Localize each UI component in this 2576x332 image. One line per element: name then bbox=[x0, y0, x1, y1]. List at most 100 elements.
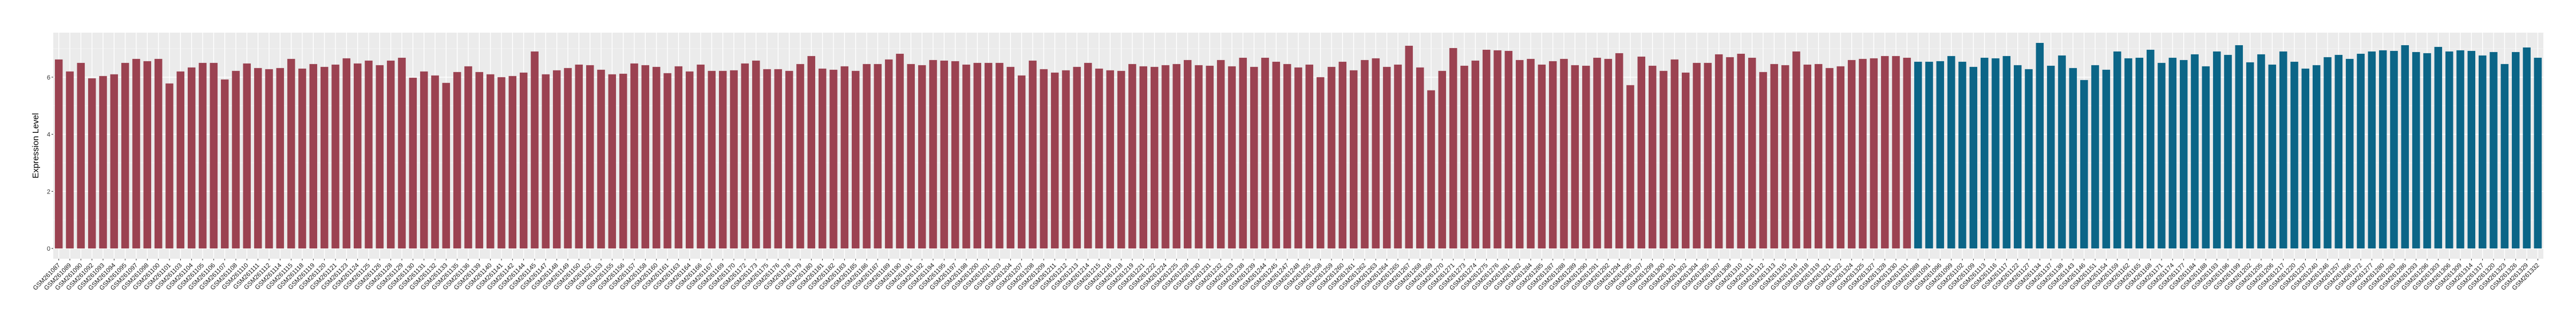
bar-GSM261141 bbox=[497, 77, 505, 249]
bar-GSM261146 bbox=[2080, 80, 2088, 249]
bar-GSM261148 bbox=[552, 70, 561, 249]
bar-GSM261266 bbox=[2345, 58, 2354, 249]
bar-GSM261120 bbox=[320, 66, 329, 249]
bar-GSM261122 bbox=[2013, 65, 2022, 249]
bar-GSM261271 bbox=[1449, 48, 1457, 249]
bar-GSM261259 bbox=[1327, 66, 1336, 249]
bar-GSM261232 bbox=[1216, 60, 1225, 249]
bar-GSM261206 bbox=[2268, 64, 2277, 249]
bar-GSM261269 bbox=[1427, 90, 1435, 249]
bar-GSM261322 bbox=[1836, 66, 1845, 249]
bar-GSM261319 bbox=[1814, 64, 1823, 249]
bar-GSM261328 bbox=[1880, 56, 1889, 249]
bar-GSM261293 bbox=[2412, 52, 2420, 249]
bar-GSM261316 bbox=[1792, 51, 1800, 249]
bar-GSM261222 bbox=[1150, 66, 1159, 249]
bar-GSM261178 bbox=[785, 70, 793, 249]
bar-GSM261233 bbox=[1228, 66, 1236, 249]
bar-GSM261132 bbox=[431, 75, 439, 249]
bar-GSM261179 bbox=[796, 64, 804, 249]
bar-GSM261205 bbox=[2257, 54, 2265, 249]
bar-GSM261126 bbox=[376, 65, 384, 249]
bar-GSM261309 bbox=[2456, 50, 2464, 249]
bar-GSM261292 bbox=[1604, 58, 1613, 249]
bar-GSM261331 bbox=[1903, 57, 1911, 249]
bar-GSM261276 bbox=[1494, 50, 1502, 249]
bar-GSM261257 bbox=[2334, 54, 2343, 249]
bar-GSM261262 bbox=[1361, 60, 1369, 249]
bar-GSM261137 bbox=[2046, 65, 2055, 249]
bar-GSM261174 bbox=[2168, 57, 2177, 249]
bar-GSM261144 bbox=[519, 72, 528, 249]
bar-GSM261216 bbox=[1106, 70, 1115, 249]
y-axis-title: Expression Level bbox=[31, 113, 41, 178]
bar-GSM261237 bbox=[2301, 68, 2310, 249]
bar-GSM261167 bbox=[708, 70, 716, 249]
bar-GSM261103 bbox=[176, 71, 185, 249]
bar-GSM261098 bbox=[143, 61, 152, 249]
bar-GSM261128 bbox=[386, 60, 395, 249]
bar-GSM261299 bbox=[1648, 65, 1657, 249]
bar-GSM261313 bbox=[1770, 64, 1779, 249]
y-tick-label: 6 bbox=[47, 74, 50, 81]
bar-GSM261106 bbox=[210, 62, 218, 249]
bar-GSM261156 bbox=[619, 73, 627, 249]
bar-GSM261090 bbox=[77, 62, 85, 249]
bar-GSM261099 bbox=[1947, 56, 1955, 249]
bar-GSM261281 bbox=[1504, 50, 1513, 249]
bar-GSM261091 bbox=[1925, 61, 1933, 249]
bar-GSM261161 bbox=[663, 73, 671, 249]
bar-GSM261089 bbox=[66, 71, 74, 249]
bar-GSM261111 bbox=[254, 68, 262, 249]
bar-GSM261188 bbox=[2202, 66, 2210, 249]
bar-GSM261289 bbox=[1571, 65, 1579, 249]
bar-GSM261177 bbox=[2179, 60, 2188, 249]
bar-GSM261268 bbox=[1416, 67, 1424, 249]
bar-GSM261127 bbox=[2025, 69, 2033, 249]
bar-GSM261273 bbox=[1460, 65, 1468, 249]
bar-GSM261191 bbox=[907, 64, 915, 249]
bar-GSM261224 bbox=[1161, 65, 1170, 249]
bar-GSM261175 bbox=[763, 69, 771, 249]
bar-GSM261245 bbox=[1272, 61, 1281, 249]
bar-GSM261265 bbox=[1394, 64, 1402, 249]
bar-GSM261190 bbox=[896, 53, 904, 249]
bar-GSM261123 bbox=[342, 58, 351, 249]
bar-GSM261129 bbox=[398, 57, 406, 249]
bar-GSM261213 bbox=[1073, 66, 1081, 249]
bar-GSM261203 bbox=[995, 62, 1003, 249]
bar-GSM261149 bbox=[564, 68, 572, 249]
bar-GSM261283 bbox=[2390, 50, 2398, 249]
bar-GSM261143 bbox=[2069, 68, 2077, 249]
bar-GSM261307 bbox=[1714, 54, 1723, 249]
bar-GSM261220 bbox=[2290, 61, 2298, 249]
bar-GSM261199 bbox=[2235, 45, 2243, 249]
bar-GSM261157 bbox=[630, 63, 638, 249]
bar-GSM261196 bbox=[2224, 54, 2232, 249]
bar-GSM261117 bbox=[2002, 56, 2011, 249]
bar-GSM261228 bbox=[1183, 60, 1192, 249]
bar-GSM261092 bbox=[88, 78, 96, 249]
bar-GSM261272 bbox=[2357, 53, 2365, 249]
bar-GSM261315 bbox=[1781, 65, 1789, 249]
bar-GSM261130 bbox=[409, 77, 417, 249]
bar-GSM261173 bbox=[752, 60, 760, 249]
bar-GSM261197 bbox=[951, 61, 959, 249]
bar-GSM261248 bbox=[1294, 67, 1302, 249]
bar-GSM261218 bbox=[1117, 70, 1125, 249]
bar-GSM261119 bbox=[309, 64, 318, 249]
bar-GSM261280 bbox=[2379, 50, 2387, 249]
bar-GSM261154 bbox=[2102, 69, 2111, 249]
bar-GSM261131 bbox=[420, 71, 428, 249]
bar-GSM261142 bbox=[508, 76, 517, 249]
bar-GSM261320 bbox=[2490, 52, 2498, 249]
bar-GSM261217 bbox=[2279, 51, 2287, 249]
x-axis: GSM261087GSM261089GSM261090GSM261092GSM2… bbox=[32, 259, 2541, 292]
bar-GSM261314 bbox=[2467, 50, 2476, 249]
bar-GSM261187 bbox=[874, 64, 882, 249]
bar-GSM261150 bbox=[575, 64, 583, 249]
y-tick-label: 0 bbox=[47, 246, 50, 252]
bar-GSM261300 bbox=[1660, 70, 1668, 249]
bar-GSM261186 bbox=[863, 64, 871, 249]
bar-GSM261096 bbox=[1936, 61, 1945, 249]
